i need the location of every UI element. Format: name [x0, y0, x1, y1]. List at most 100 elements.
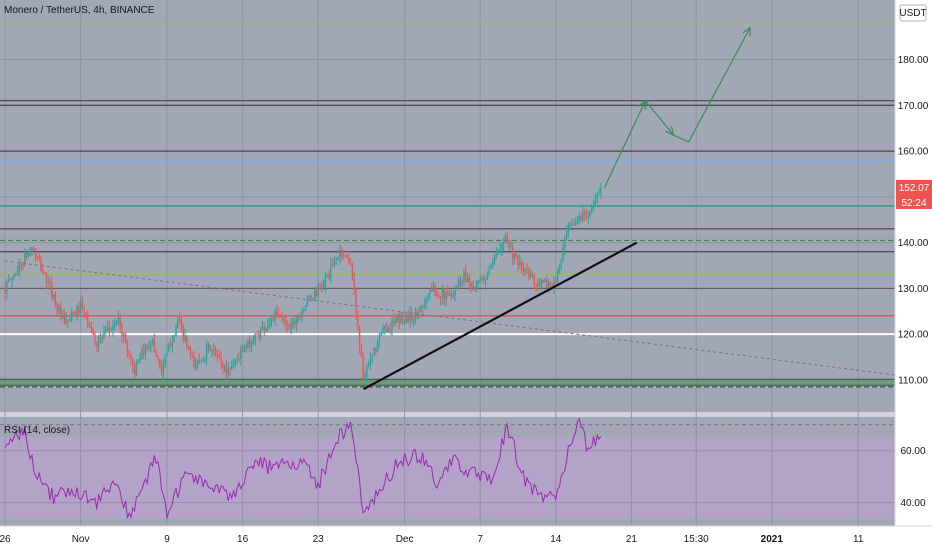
candle-body — [229, 367, 231, 370]
candle-body — [439, 297, 442, 299]
candle-body — [369, 358, 372, 365]
candle-body — [310, 295, 312, 301]
candle-body — [398, 316, 400, 324]
candle-body — [36, 256, 39, 258]
candle-body — [198, 360, 201, 363]
candle-body — [97, 340, 100, 347]
candle-body — [283, 319, 285, 321]
candle-body — [164, 355, 166, 366]
candlestick-series — [4, 183, 602, 384]
rsi-overbought-oversold-band — [0, 437, 895, 519]
candle-body — [457, 279, 460, 286]
candle-body — [583, 211, 586, 216]
candle-body — [322, 286, 325, 288]
countdown-label: 52:24 — [901, 198, 926, 209]
candle-body — [445, 292, 447, 301]
candle-body — [479, 279, 481, 281]
candle-body — [490, 265, 492, 269]
candle-body — [580, 216, 582, 222]
candle-body — [213, 349, 215, 351]
candle-body — [411, 313, 413, 321]
candle-body — [16, 270, 19, 275]
candle-body — [339, 250, 341, 258]
price-tick-label: 110.00 — [898, 375, 928, 386]
candle-body — [220, 357, 222, 363]
candle-body — [103, 331, 105, 339]
candle-body — [60, 306, 62, 317]
candle-body — [25, 253, 28, 257]
candle-body — [294, 321, 296, 326]
horizontal-level-lines — [0, 22, 895, 388]
candle-body — [355, 289, 357, 316]
candle-body — [29, 250, 31, 252]
time-axis[interactable] — [0, 526, 932, 550]
candle-body — [243, 346, 246, 352]
candle-body — [382, 328, 384, 333]
candle-body — [272, 318, 274, 321]
candle-body — [250, 341, 253, 348]
candle-body — [461, 281, 463, 284]
candle-body — [385, 325, 388, 332]
candle-body — [515, 253, 517, 257]
candle-body — [240, 350, 242, 359]
candle-body — [562, 248, 564, 262]
candle-body — [364, 376, 366, 380]
candle-body — [376, 341, 379, 352]
candle-body — [337, 257, 339, 259]
candle-body — [308, 295, 310, 298]
candle-body — [420, 306, 422, 312]
pane-divider[interactable] — [0, 412, 895, 417]
candle-body — [301, 312, 303, 317]
candle-body — [349, 262, 352, 264]
candle-body — [214, 349, 217, 356]
projection-arrowhead — [742, 26, 751, 37]
candle-body — [115, 323, 118, 326]
candle-body — [501, 243, 503, 250]
candle-body — [466, 277, 469, 282]
candle-body — [13, 274, 15, 278]
candle-body — [234, 359, 237, 363]
candle-body — [576, 221, 579, 223]
rsi-line — [4, 417, 602, 519]
candle-body — [157, 356, 159, 361]
candle-body — [565, 231, 568, 237]
candle-body — [292, 321, 294, 325]
candle-body — [150, 343, 152, 347]
candle-body — [402, 316, 404, 323]
candle-body — [438, 296, 440, 298]
candle-body — [108, 327, 111, 331]
candle-body — [340, 250, 343, 257]
candle-body — [360, 346, 363, 357]
candle-body — [486, 274, 489, 279]
candle-body — [191, 354, 193, 356]
candle-body — [43, 272, 46, 274]
candle-body — [468, 277, 471, 284]
candle-body — [549, 282, 552, 284]
candle-body — [7, 279, 10, 283]
price-axis[interactable] — [895, 0, 932, 526]
candle-body — [474, 286, 476, 290]
candle-body — [51, 283, 53, 299]
candle-body — [528, 270, 530, 275]
candle-body — [130, 354, 132, 359]
candle-body — [20, 263, 22, 265]
candle-body — [596, 193, 598, 199]
candle-body — [492, 261, 494, 266]
time-axis-ticks: 26 Nov 9 16 23 Dec 7 14 21 15:30 2021 11 — [0, 534, 864, 545]
candle-body — [447, 292, 449, 295]
currency-button[interactable] — [899, 4, 927, 22]
candle-body — [502, 239, 505, 244]
candle-body — [94, 334, 96, 344]
candle-body — [587, 215, 589, 218]
candle-body — [245, 346, 247, 348]
candle-body — [366, 365, 368, 377]
candle-body — [454, 288, 456, 295]
time-tick-label: Nov — [72, 534, 90, 545]
candle-body — [384, 325, 386, 329]
candle-body — [279, 316, 282, 318]
candle-body — [177, 319, 179, 327]
candle-body — [564, 236, 566, 249]
candle-body — [261, 327, 264, 330]
